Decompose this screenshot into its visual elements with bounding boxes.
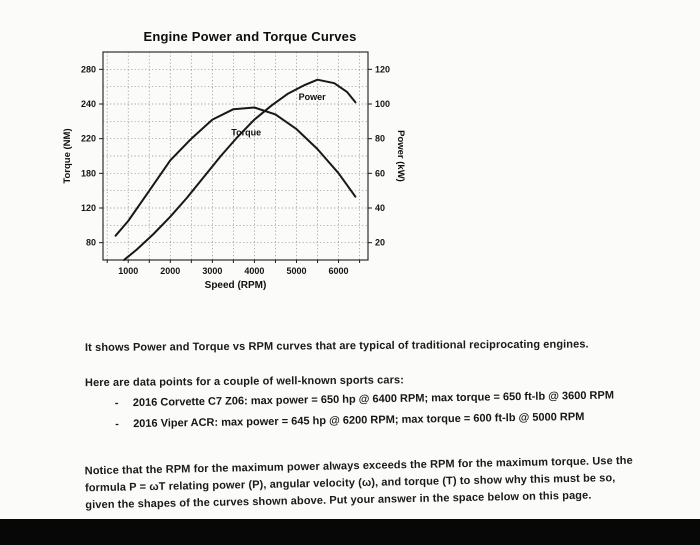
intro-paragraph: It shows Power and Torque vs RPM curves …: [84, 338, 589, 354]
svg-text:100: 100: [375, 99, 390, 109]
list-item-text: 2016 Viper ACR: max power = 645 hp @ 620…: [133, 410, 585, 431]
svg-text:280: 280: [81, 64, 96, 74]
engine-curves-plot: 280 240 220 180 120 80 120 100 80 60 40 20 1000 2000 3…: [62, 51, 406, 291]
svg-text:20: 20: [375, 238, 385, 248]
svg-text:3000: 3000: [202, 266, 222, 276]
svg-text:Speed (RPM): Speed (RPM): [205, 280, 267, 291]
svg-text:240: 240: [81, 99, 96, 109]
svg-text:220: 220: [81, 134, 96, 144]
list-item: - 2016 Viper ACR: max power = 645 hp @ 6…: [115, 409, 653, 432]
svg-text:2000: 2000: [160, 266, 180, 276]
data-points-heading: Here are data points for a couple of wel…: [84, 374, 405, 390]
svg-text:120: 120: [81, 203, 96, 213]
svg-text:60: 60: [375, 168, 385, 178]
list-item-text: 2016 Corvette C7 Z06: max power = 650 hp…: [132, 389, 615, 410]
car-data-list: - 2016 Corvette C7 Z06: max power = 650 …: [115, 388, 654, 438]
bottom-scan-bar: [0, 519, 700, 545]
svg-text:Torque: Torque: [231, 128, 261, 138]
list-item: - 2016 Corvette C7 Z06: max power = 650 …: [115, 388, 653, 411]
svg-text:5000: 5000: [286, 266, 306, 276]
bullet-marker: -: [114, 397, 119, 410]
svg-text:80: 80: [375, 134, 385, 144]
svg-text:40: 40: [375, 203, 385, 213]
engine-curves-chart: 280 240 220 180 120 80 120 100 80 60 40 20 1000 2000 3…: [58, 44, 408, 296]
bullet-marker: -: [115, 418, 119, 431]
conclusion-paragraph: Notice that the RPM for the maximum powe…: [84, 454, 633, 512]
chart-title: Engine Power and Torque Curves: [143, 29, 357, 44]
svg-text:6000: 6000: [329, 266, 349, 276]
svg-text:Power: Power: [299, 92, 327, 102]
svg-text:Power (kW): Power (kW): [395, 130, 406, 182]
svg-text:120: 120: [375, 64, 390, 74]
svg-text:180: 180: [81, 168, 96, 178]
svg-text:1000: 1000: [118, 266, 138, 276]
svg-text:Torque (NM): Torque (NM): [62, 128, 73, 183]
svg-text:4000: 4000: [244, 266, 264, 276]
svg-text:80: 80: [86, 238, 96, 248]
